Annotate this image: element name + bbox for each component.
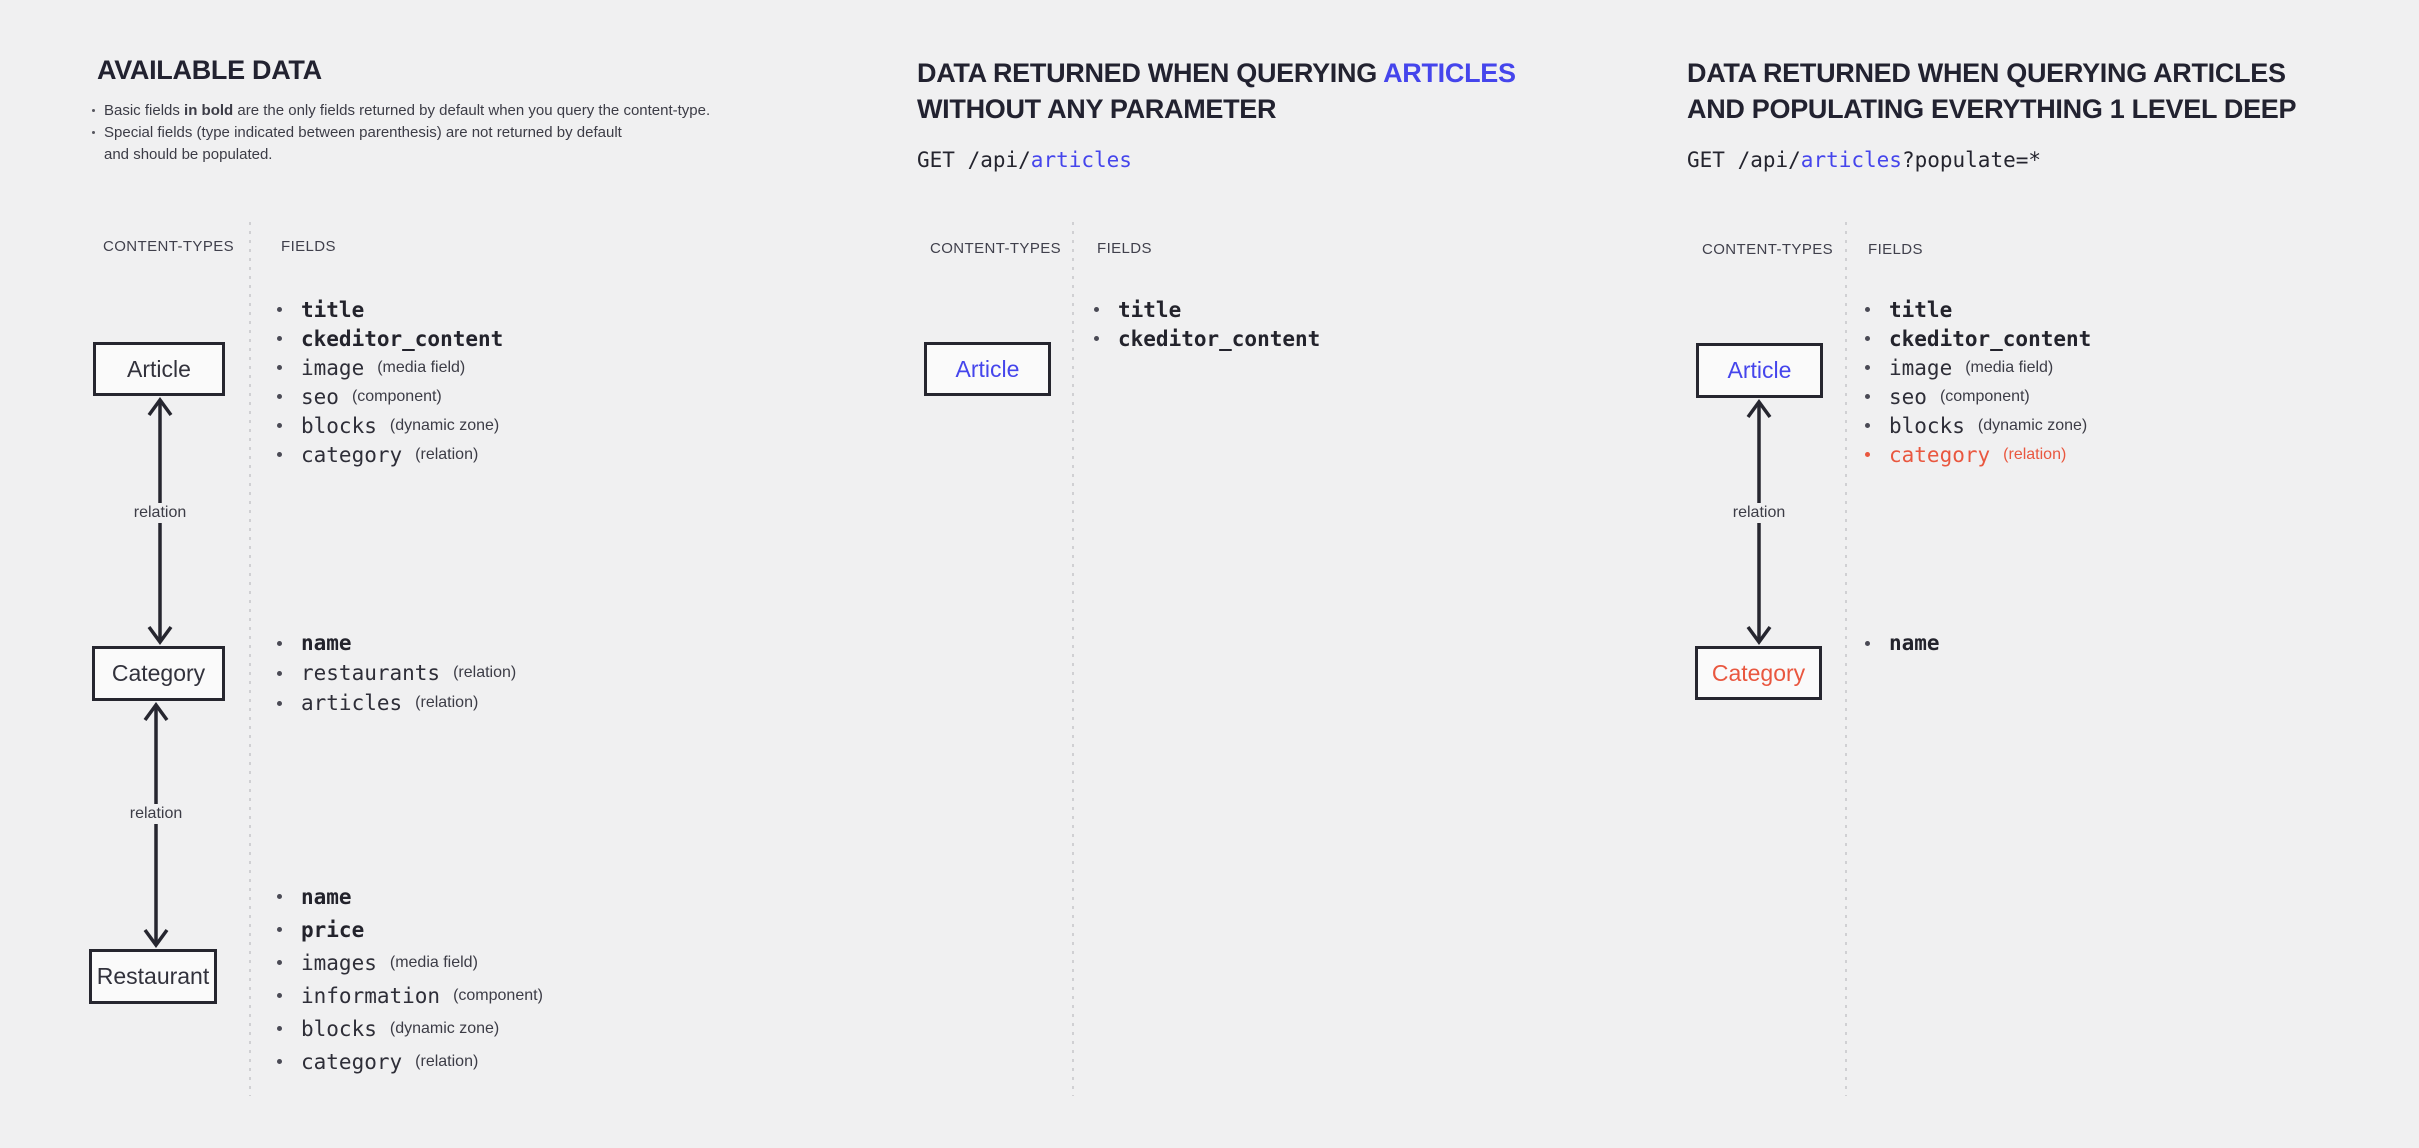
panel3-article-fields: title ckeditor_content image (media field…	[1865, 295, 2104, 469]
bullet-icon	[277, 960, 282, 965]
panel1-notes: Basic fields in bold are the only fields…	[92, 100, 712, 166]
bullet-icon	[1094, 307, 1099, 312]
bullet-icon	[277, 307, 282, 312]
bullet-icon	[277, 336, 282, 341]
panel2-request: GET /api/articles	[917, 148, 1132, 172]
panel3-content-types-header: CONTENT-TYPES	[1702, 241, 1834, 258]
panel3-category-fields: name	[1865, 628, 1953, 658]
panel3-fields-header: FIELDS	[1868, 241, 1923, 258]
field-row: information (component)	[277, 979, 543, 1012]
bullet-icon	[1865, 394, 1870, 399]
field-row: ckeditor_content	[1865, 324, 2104, 353]
field-row: seo (component)	[277, 382, 516, 411]
field-row: seo (component)	[1865, 382, 2104, 411]
edge-label: relation	[127, 503, 193, 523]
field-row: articles (relation)	[277, 688, 516, 718]
bullet-icon	[277, 1026, 282, 1031]
bullet-icon	[277, 1059, 282, 1064]
bullet-icon	[92, 109, 95, 112]
panel3-title: DATA RETURNED WHEN QUERYING ARTICLES AND …	[1687, 58, 2297, 124]
panel1-restaurant-fields: name price images (media field) informati…	[277, 880, 543, 1078]
panel3-request: GET /api/articles?populate=*	[1687, 148, 2042, 172]
note-text: Special fields (type indicated between p…	[104, 124, 622, 163]
bullet-icon	[92, 131, 95, 134]
bullet-icon	[277, 700, 282, 706]
bullet-icon	[1865, 640, 1870, 646]
panel2-fields-header: FIELDS	[1097, 240, 1152, 257]
column-separator	[249, 222, 251, 1096]
node-label: Article	[127, 355, 191, 382]
title-accent: ARTICLES	[1383, 58, 1516, 88]
bullet-icon	[277, 394, 282, 399]
panel2-title: DATA RETURNED WHEN QUERYING ARTICLES WITH…	[917, 58, 1516, 124]
field-row: title	[277, 295, 516, 324]
field-row: name	[277, 880, 543, 913]
request-accent: articles	[1030, 148, 1132, 172]
field-row-highlighted: category (relation)	[1865, 440, 2104, 469]
bullet-icon	[1865, 365, 1870, 370]
edge-label: relation	[1726, 503, 1792, 523]
bullet-icon	[277, 640, 282, 646]
panel1-title: AVAILABLE DATA	[97, 52, 322, 88]
node-category: Category	[1695, 646, 1822, 700]
relation-arrow	[143, 702, 169, 948]
field-row: ckeditor_content	[277, 324, 516, 353]
field-row: name	[277, 628, 516, 658]
bullet-icon	[1865, 336, 1870, 341]
bullet-icon	[1865, 423, 1870, 428]
field-row: images (media field)	[277, 946, 543, 979]
bullet-icon	[277, 452, 282, 457]
panel1-fields-header: FIELDS	[281, 238, 336, 255]
bullet-icon	[277, 993, 282, 998]
panel2-content-types-header: CONTENT-TYPES	[930, 240, 1062, 257]
node-category: Category	[92, 646, 225, 701]
field-row: blocks (dynamic zone)	[1865, 411, 2104, 440]
field-row: category (relation)	[277, 440, 516, 469]
field-row: image (media field)	[1865, 353, 2104, 382]
column-separator	[1072, 222, 1074, 1096]
bullet-icon	[277, 423, 282, 428]
panel2-article-fields: title ckeditor_content	[1094, 295, 1333, 353]
note-row: Basic fields in bold are the only fields…	[92, 100, 712, 122]
bullet-icon	[1865, 452, 1870, 457]
node-article: Article	[93, 342, 225, 396]
node-label: Article	[1727, 357, 1792, 383]
column-separator	[1845, 222, 1847, 1096]
request-accent: articles	[1800, 148, 1902, 172]
node-restaurant: Restaurant	[89, 949, 217, 1004]
bullet-icon	[1865, 307, 1870, 312]
node-label: Restaurant	[96, 963, 210, 989]
field-row: ckeditor_content	[1094, 324, 1333, 353]
field-row: name	[1865, 628, 1953, 658]
field-row: title	[1094, 295, 1333, 324]
field-row: category (relation)	[277, 1045, 543, 1078]
bullet-icon	[1094, 336, 1099, 341]
edge-label: relation	[123, 804, 189, 824]
panel1-category-fields: name restaurants (relation) articles (rela…	[277, 628, 516, 718]
bullet-icon	[277, 927, 282, 932]
field-row: blocks (dynamic zone)	[277, 1012, 543, 1045]
node-label: Category	[111, 660, 206, 686]
field-row: image (media field)	[277, 353, 516, 382]
panel1-title-text: AVAILABLE DATA	[97, 55, 322, 85]
bullet-icon	[277, 365, 282, 370]
panel1-article-fields: title ckeditor_content image (media field…	[277, 295, 516, 469]
node-article: Article	[1696, 343, 1823, 398]
field-row: restaurants (relation)	[277, 658, 516, 688]
node-label: Article	[955, 355, 1020, 382]
node-label: Category	[1711, 659, 1806, 686]
bullet-icon	[277, 670, 282, 676]
field-row: blocks (dynamic zone)	[277, 411, 516, 440]
note-text: Basic fields in bold are the only fields…	[104, 102, 711, 119]
bullet-icon	[277, 894, 282, 899]
note-row: Special fields (type indicated between p…	[92, 122, 712, 166]
node-article: Article	[924, 342, 1051, 396]
field-row: price	[277, 913, 543, 946]
panel1-content-types-header: CONTENT-TYPES	[103, 238, 235, 255]
field-row: title	[1865, 295, 2104, 324]
